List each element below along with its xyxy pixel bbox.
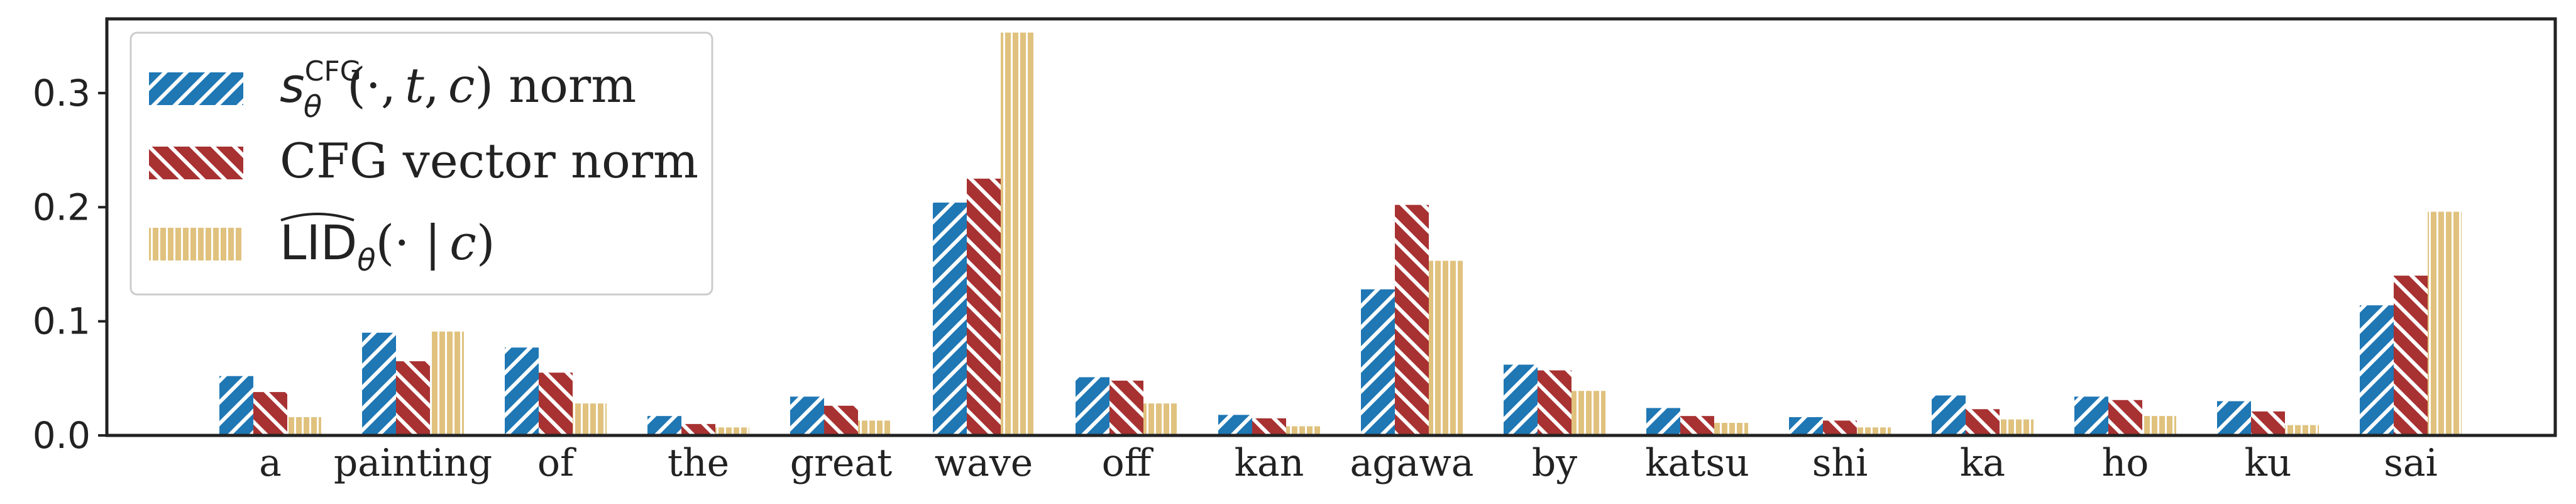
bar-s-norm-a [219,376,253,435]
x-tick-label: by [1532,441,1577,485]
bar-s-norm-off [1076,377,1109,435]
y-tick-label: 0.2 [33,186,91,228]
x-tick-label: ku [2245,441,2292,485]
bar-cfg-norm-a [253,392,287,435]
bar-lid-ka [2000,419,2034,435]
legend-label-s: sCFG θ (·, t, c) norm [280,55,636,125]
bar-s-norm-ka [1932,395,1966,435]
bar-cfg-norm-ka [1966,409,2000,435]
bar-lid-wave [1001,32,1035,435]
bar-s-norm-sai [2360,305,2394,435]
bar-s-norm-katsu [1646,408,1680,435]
legend-swatch-cfg [149,147,243,179]
bar-cfg-norm-by [1538,370,1571,435]
bar-cfg-norm-shi [1823,420,1857,435]
bar-cfg-norm-the [681,423,715,435]
bar-cfg-norm-great [824,405,858,435]
x-tick-label: ka [1960,441,2005,485]
bar-s-norm-ho [2074,396,2108,435]
y-axis: 0.0 0.1 0.2 0.3 [33,72,107,457]
x-tick-label: the [668,441,729,485]
bar-cfg-norm-wave [967,178,1001,435]
x-tick-label: sai [2384,441,2438,485]
bar-s-norm-great [790,396,824,435]
bars-group [219,32,2462,435]
x-tick-label: shi [1812,441,1868,485]
x-tick-label: ho [2102,441,2149,485]
bar-cfg-norm-off [1109,380,1143,435]
legend-label-lid: LIDθ(· | c) [280,215,495,278]
bar-cfg-norm-of [539,372,573,435]
x-tick-label: off [1102,441,1154,485]
plot-frame [105,17,2557,437]
bar-cfg-norm-sai [2394,276,2428,435]
bar-lid-great [858,420,892,435]
bar-s-norm-kan [1218,415,1252,435]
bar-s-norm-agawa [1361,289,1395,435]
bar-lid-katsu [1714,423,1748,435]
bar-cfg-norm-ku [2251,411,2285,435]
y-tick-label: 0.3 [33,72,91,115]
bar-s-norm-by [1504,364,1538,435]
bar-lid-kan [1286,426,1320,435]
bar-cfg-norm-katsu [1680,416,1714,435]
bar-lid-of [573,403,607,435]
bar-cfg-norm-kan [1252,418,1286,435]
x-axis: a painting of the great wave off kan agawa by kats… [259,441,2438,485]
legend-label-cfg: CFG vector norm [280,133,698,189]
bar-lid-by [1571,391,1605,435]
x-tick-label: painting [334,441,492,485]
legend: sCFG θ (·, t, c) norm CFG vector norm LIDθ(·… [129,31,713,296]
bar-s-norm-ku [2217,401,2251,435]
bar-cfg-norm-agawa [1395,204,1429,435]
bar-lid-sai [2428,211,2462,435]
bar-s-norm-shi [1789,417,1823,435]
y-tick-label: 0.1 [33,300,91,343]
y-tick-label: 0.0 [33,414,91,457]
bar-s-norm-painting [362,332,396,435]
bar-s-norm-wave [933,203,967,435]
legend-hat [280,213,355,221]
bar-s-norm-of [505,347,539,435]
bar-lid-shi [1857,427,1891,435]
bar-lid-off [1143,403,1177,435]
x-tick-label: wave [935,441,1033,485]
legend-swatch-s [149,72,243,105]
x-tick-label: great [790,441,892,485]
bar-lid-the [715,427,749,435]
x-tick-label: a [259,441,282,485]
bar-lid-ho [2142,416,2176,435]
bar-lid-painting [430,331,464,435]
bar-cfg-norm-painting [396,361,430,435]
x-tick-label: katsu [1645,441,1749,485]
bar-lid-a [287,417,321,435]
legend-box [129,31,713,296]
x-tick-label: agawa [1350,441,1473,485]
bar-lid-agawa [1429,260,1463,435]
bar-s-norm-the [647,416,681,435]
legend-swatch-lid [149,228,243,260]
bar-cfg-norm-ho [2108,400,2142,435]
x-tick-label: of [537,441,576,485]
x-tick-label: kan [1235,441,1304,485]
bar-lid-ku [2285,425,2319,435]
